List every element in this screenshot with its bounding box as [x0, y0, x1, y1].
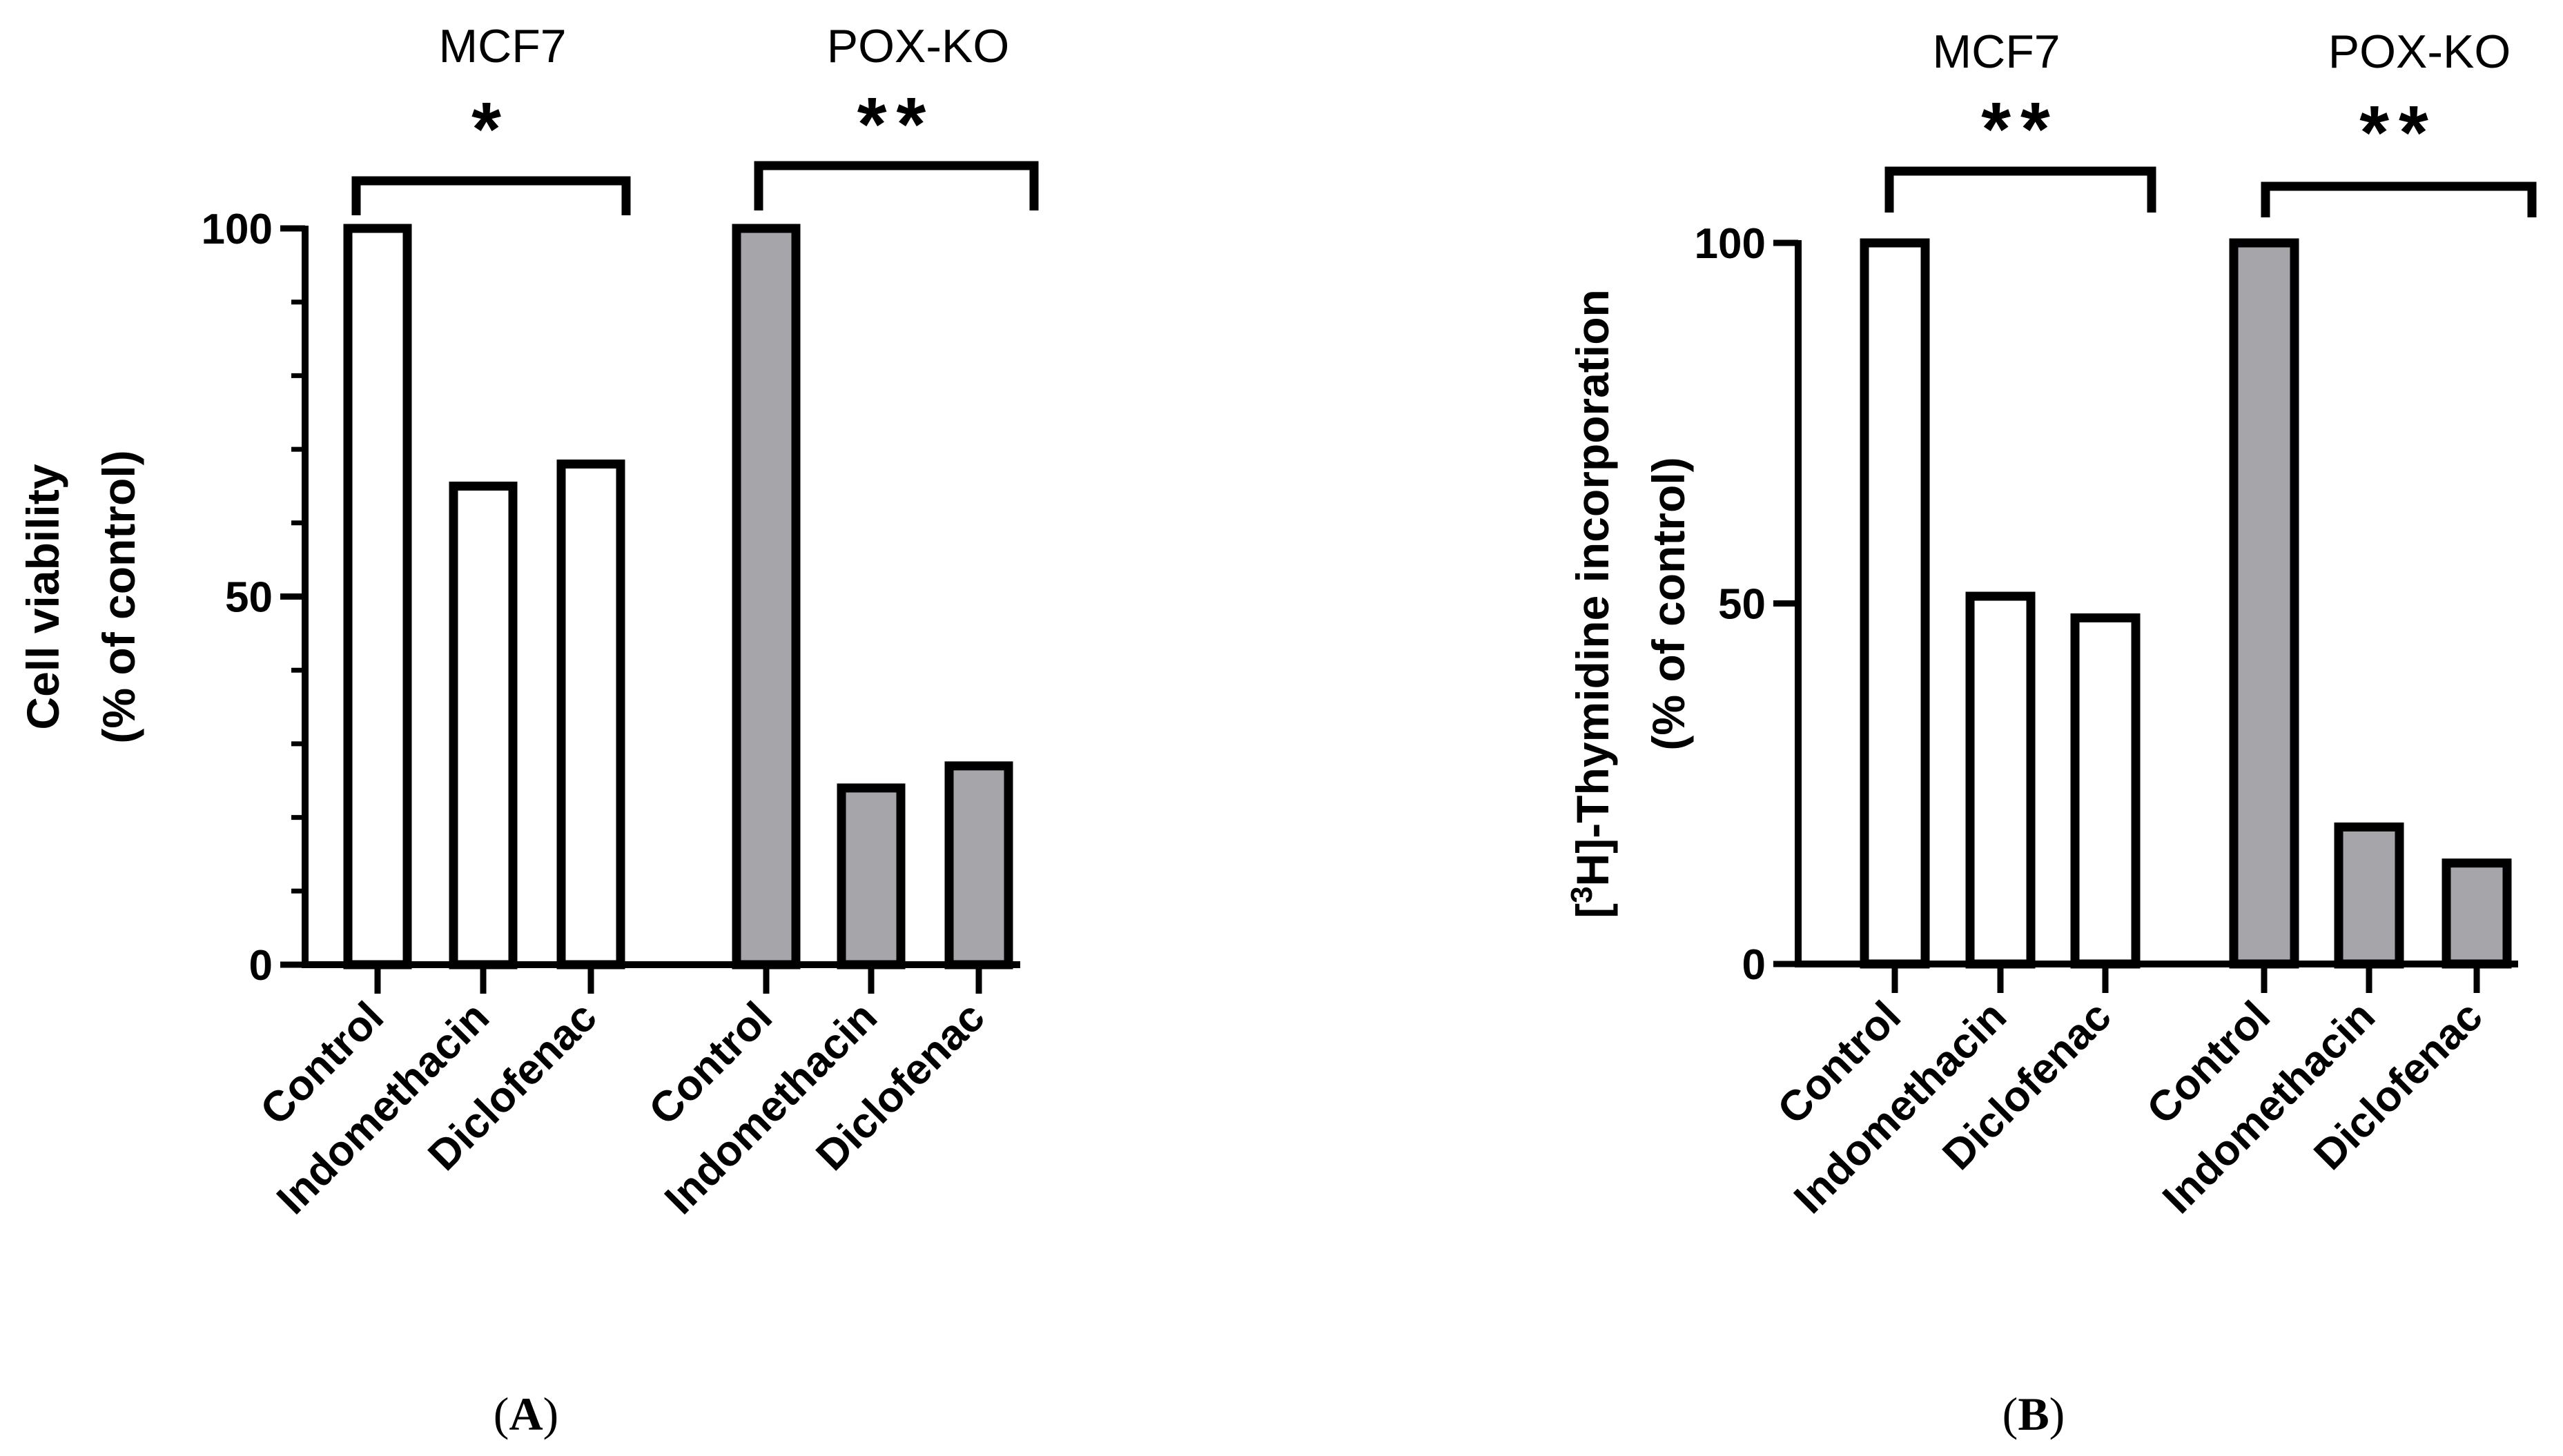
panel-paren-open: ( [494, 1388, 509, 1440]
chart-panel-A: 050100ControlIndomethacinDiclofenacMCF7*… [17, 20, 1039, 1440]
significance-bracket [351, 176, 631, 215]
y-tick-label: 100 [202, 206, 273, 253]
y-axis-label-line2: (% of control) [93, 450, 144, 743]
bar-mcf7-diclofenac [556, 459, 625, 970]
y-axis-label-text: H]-Thymidine incorporation [1567, 289, 1618, 886]
bar-mcf7-diclofenac [2070, 613, 2141, 969]
y-axis-label-line2: (% of control) [1643, 457, 1694, 750]
y-axis-label-bracket: [ [1567, 903, 1618, 918]
group-label-pox-ko: POX-KO [827, 20, 1010, 72]
panel-letter: B [2018, 1388, 2049, 1440]
bar-mcf7-control [1860, 238, 1930, 969]
chart-panel-B: 050100ControlIndomethacinDiclofenacMCF7*… [1565, 26, 2537, 1440]
bar-pox-ko-control [732, 224, 801, 970]
panel-paren-close: ) [2049, 1388, 2065, 1440]
bar-pox-ko-indomethacin [2334, 822, 2404, 969]
bar-mcf7-indomethacin [1965, 591, 2036, 969]
y-axis-label-line1: Cell viability [17, 464, 68, 729]
significance-stars: ** [1981, 87, 2060, 172]
y-axis-label-superscript: 3 [1565, 886, 1599, 903]
significance-bracket [2261, 181, 2537, 217]
significance-stars: * [471, 87, 511, 172]
y-tick-label: 0 [1742, 941, 1766, 989]
panel-paren-open: ( [2002, 1388, 2018, 1440]
bar-mcf7-control [343, 224, 412, 970]
significance-bracket [754, 161, 1039, 210]
panel-letter: A [509, 1388, 543, 1440]
y-tick-label: 50 [1718, 581, 1766, 629]
bar-pox-ko-control [2229, 238, 2299, 969]
panel-label: (A) [494, 1388, 558, 1440]
significance-stars: ** [857, 82, 936, 167]
bar-pox-ko-diclofenac [2442, 858, 2512, 969]
bar-pox-ko-indomethacin [837, 783, 906, 970]
y-tick-label: 50 [225, 574, 273, 622]
y-axis-label-line1: [3H]-Thymidine incorporation [1565, 289, 1618, 918]
bar-pox-ko-diclofenac [944, 761, 1013, 970]
group-label-pox-ko: POX-KO [2328, 26, 2511, 78]
panel-paren-close: ) [543, 1388, 559, 1440]
group-label-mcf7: MCF7 [438, 20, 566, 72]
y-tick-label: 100 [1695, 220, 1766, 268]
panel-label: (B) [2002, 1388, 2065, 1440]
significance-bracket [1884, 166, 2156, 213]
group-label-mcf7: MCF7 [1932, 26, 2060, 78]
bar-mcf7-indomethacin [449, 481, 518, 970]
y-tick-label: 0 [249, 942, 273, 990]
significance-stars: ** [2359, 90, 2438, 175]
